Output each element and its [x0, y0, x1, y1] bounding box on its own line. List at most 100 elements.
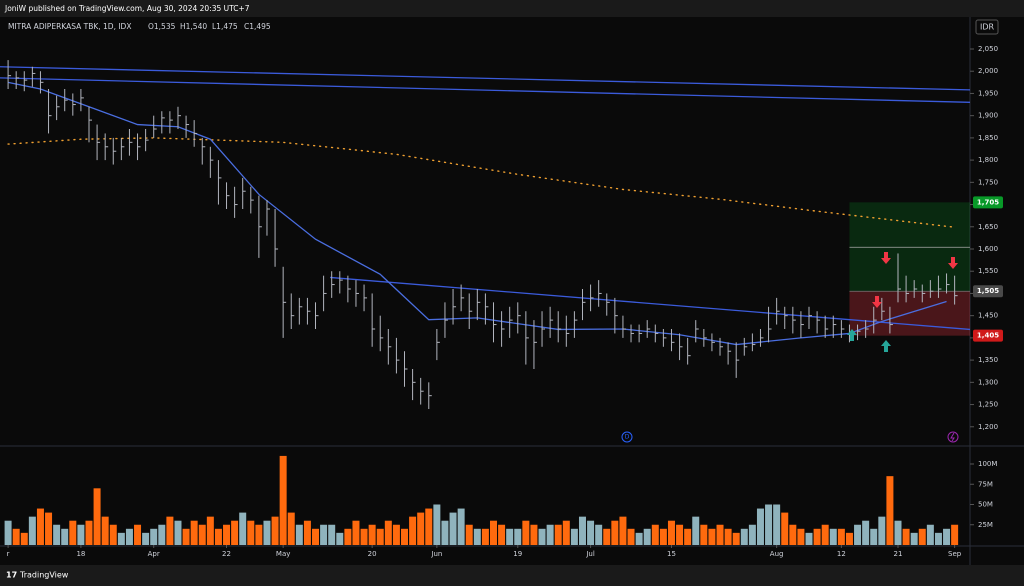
x-tick-label: 21 [894, 550, 903, 558]
y-tick-label: 1,650 [978, 223, 998, 231]
y-tick-label: 1,950 [978, 89, 998, 97]
volume-bar [61, 528, 69, 545]
volume-bar [85, 520, 93, 545]
volume-bar [473, 528, 481, 545]
volume-bar [352, 520, 360, 545]
volume-bar [198, 524, 206, 545]
volume-bar [384, 520, 392, 545]
volume-bar [651, 524, 659, 545]
sell-arrow [881, 252, 891, 264]
volume-bar [667, 520, 675, 545]
x-tick-label: Apr [148, 550, 160, 558]
volume-bar [150, 528, 158, 545]
trendline [0, 66, 971, 91]
sell-arrow [872, 296, 882, 308]
volume-bar [279, 455, 287, 545]
y-tick-label: 1,850 [978, 134, 998, 142]
volume-bar [886, 476, 894, 545]
volume-bar [506, 528, 514, 545]
volume-bar [271, 516, 279, 545]
volume-bar [789, 524, 797, 545]
volume-bar [934, 532, 942, 545]
volume-bar [756, 508, 764, 545]
ohlc-value: C1,495 [244, 22, 271, 31]
volume-bar [732, 532, 740, 545]
header-bar [0, 0, 1024, 17]
trendline [0, 77, 971, 103]
volume-bar [587, 520, 595, 545]
volume-tick-label: 75M [978, 480, 993, 488]
ohlc-value: L1,475 [212, 22, 238, 31]
y-tick-label: 1,200 [978, 423, 998, 431]
x-tick-label: 12 [837, 550, 846, 558]
volume-tick-label: 100M [978, 460, 997, 468]
event-label: D [625, 434, 630, 441]
footer-bar [0, 565, 1024, 586]
volume-tick-label: 25M [978, 521, 993, 529]
volume-bar [522, 520, 530, 545]
y-tick-label: 1,300 [978, 378, 998, 386]
volume-bar [773, 504, 781, 545]
ohlc-value: O1,535 [148, 22, 176, 31]
volume-bar [344, 528, 352, 545]
volume-bar [619, 516, 627, 545]
currency-box [975, 19, 999, 35]
brand-logo: 17 [6, 571, 17, 580]
volume-bar [611, 520, 619, 545]
volume-bar [692, 516, 700, 545]
volume-bar [231, 520, 239, 545]
volume-bar [45, 512, 53, 545]
volume-bar [36, 508, 44, 545]
event-icon[interactable] [621, 431, 633, 443]
earnings-icon[interactable] [947, 431, 959, 443]
volume-bar [4, 520, 12, 545]
volume-bar [951, 524, 959, 545]
x-tick-label: 15 [667, 550, 676, 558]
y-tick-label: 1,900 [978, 112, 998, 120]
volume-bar [117, 532, 125, 545]
volume-bar [926, 524, 934, 545]
volume-bar [433, 504, 441, 545]
volume-bar [12, 528, 20, 545]
volume-bar [716, 524, 724, 545]
ohlc-value: H1,540 [180, 22, 207, 31]
price-tag-label: 1,705 [977, 198, 999, 206]
volume-bar [805, 532, 813, 545]
volume-bar [845, 532, 853, 545]
volume-bar [570, 528, 578, 545]
y-tick-label: 1,600 [978, 245, 998, 253]
volume-bar [312, 528, 320, 545]
volume-bar [182, 528, 190, 545]
sell-arrow [948, 257, 958, 269]
volume-bar [247, 520, 255, 545]
volume-bar [465, 524, 473, 545]
price-tag [973, 329, 1003, 342]
ohlc-readout: O1,535 H1,540 L1,475 C1,495 [148, 22, 271, 31]
volume-bar [409, 516, 417, 545]
volume-bar [368, 524, 376, 545]
volume-bar [263, 520, 271, 545]
volume-bar [166, 516, 174, 545]
volume-bar [562, 520, 570, 545]
volume-bar [740, 528, 748, 545]
volume-bar [837, 528, 845, 545]
volume-bar [206, 516, 214, 545]
volume-bar [578, 516, 586, 545]
x-tick-label: Sep [948, 550, 962, 558]
volume-bar [894, 520, 902, 545]
x-tick-label: 22 [222, 550, 231, 558]
volume-bar [530, 524, 538, 545]
volume-bar [158, 524, 166, 545]
volume-bar [489, 520, 497, 545]
volume-bar [724, 528, 732, 545]
volume-bar [360, 528, 368, 545]
x-tick-label: 19 [513, 550, 522, 558]
currency: IDR [980, 23, 995, 32]
x-tick-label: May [276, 550, 290, 558]
x-tick-label: Jul [585, 550, 595, 558]
y-tick-label: 2,050 [978, 45, 998, 53]
volume-bar [417, 512, 425, 545]
